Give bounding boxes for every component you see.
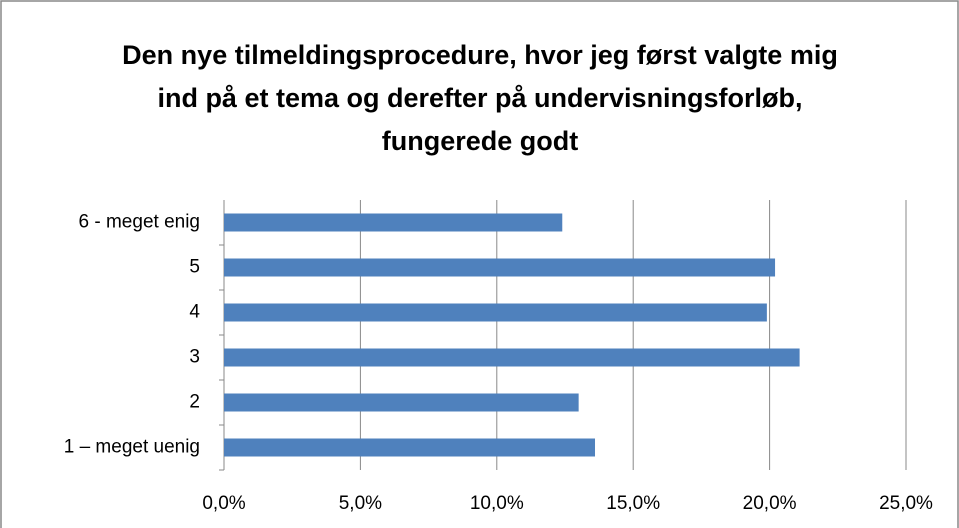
x-tick-label: 10,0% xyxy=(470,493,524,514)
bar xyxy=(224,213,563,232)
bar xyxy=(224,348,800,367)
bar xyxy=(224,303,767,322)
y-tick-label: 5 xyxy=(189,257,200,278)
x-tick-label: 15,0% xyxy=(606,493,660,514)
x-tick-label: 20,0% xyxy=(743,493,797,514)
x-tick-label: 5,0% xyxy=(339,493,382,514)
x-tick-label: 25,0% xyxy=(879,493,933,514)
bar xyxy=(224,258,776,277)
chart-title: Den nye tilmeldingsprocedure, hvor jeg f… xyxy=(122,40,838,156)
bar xyxy=(224,393,579,412)
y-tick-label: 6 - meget enig xyxy=(79,212,200,233)
y-tick-label: 3 xyxy=(189,347,200,368)
y-tick-label: 4 xyxy=(189,302,200,323)
x-tick-label: 0,0% xyxy=(202,493,245,514)
y-tick-label: 1 – meget uenig xyxy=(64,437,200,458)
y-tick-label: 2 xyxy=(189,392,200,413)
bar xyxy=(224,438,596,457)
